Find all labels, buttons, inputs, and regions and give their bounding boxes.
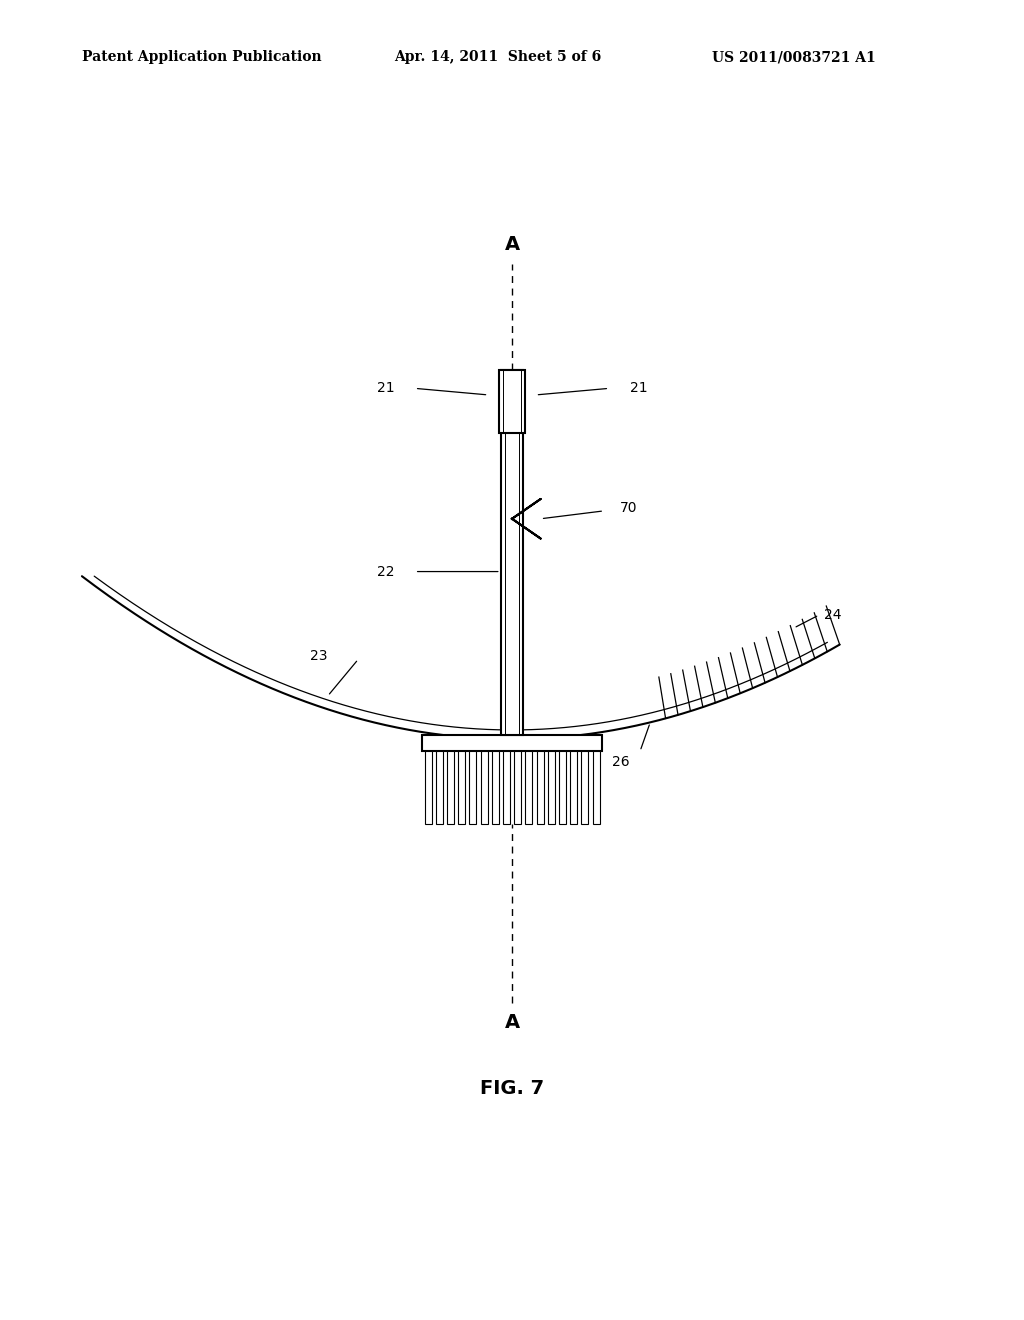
Bar [480,751,487,824]
Bar [499,370,525,433]
Bar [582,751,589,824]
Text: US 2011/0083721 A1: US 2011/0083721 A1 [712,50,876,65]
Bar [501,370,523,735]
Text: A: A [505,1014,519,1032]
Bar [458,751,465,824]
Text: 22: 22 [377,565,394,578]
Bar [570,751,578,824]
Bar [435,751,442,824]
Text: 23: 23 [310,649,328,664]
Bar [548,751,555,824]
Bar [559,751,566,824]
Bar [593,751,599,824]
Text: FIG. 7: FIG. 7 [480,1080,544,1098]
Bar [425,751,431,824]
Text: A: A [505,235,519,253]
Bar [537,751,544,824]
Bar [503,751,510,824]
Text: 21: 21 [377,381,394,396]
Text: 26: 26 [612,755,630,770]
Bar [514,751,521,824]
Text: Apr. 14, 2011  Sheet 5 of 6: Apr. 14, 2011 Sheet 5 of 6 [394,50,601,65]
Bar [469,751,476,824]
Bar [525,751,532,824]
Text: 70: 70 [620,502,637,515]
Text: 24: 24 [824,609,842,622]
Bar [492,751,499,824]
Text: 21: 21 [630,381,647,396]
Bar [422,735,601,751]
Bar [446,751,454,824]
Text: Patent Application Publication: Patent Application Publication [82,50,322,65]
